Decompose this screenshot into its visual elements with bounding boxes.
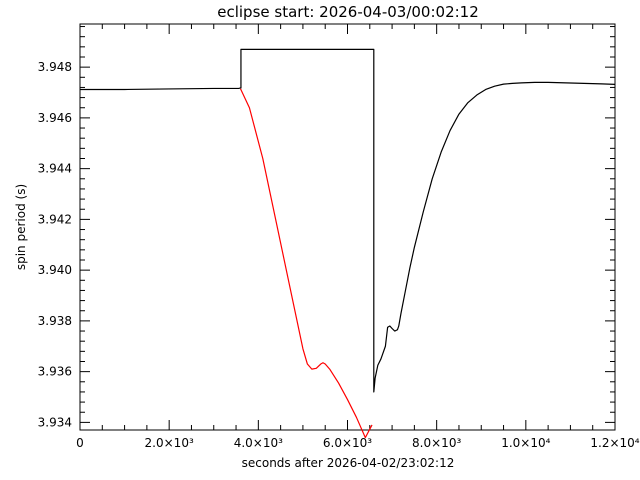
series-lines <box>80 48 616 439</box>
x-tick-label: 6.0×10³ <box>323 436 372 450</box>
x-tick-label: 1.0×10⁴ <box>501 436 550 450</box>
y-tick-label: 3.942 <box>38 212 72 226</box>
y-axis-label: spin period (s) <box>14 184 28 270</box>
y-tick-label: 3.940 <box>38 263 72 277</box>
x-tick-label: 0 <box>76 436 84 450</box>
axis-ticks: 0 2.0×10³ 4.0×10³ 6.0×10³ 8.0×10³ 1.0×10⁴ 1.2×… <box>38 24 640 450</box>
x-tick-label: 2.0×10³ <box>145 436 194 450</box>
chart-title: eclipse start: 2026-04-03/00:02:12 <box>217 3 479 21</box>
x-tick-label: 8.0×10³ <box>412 436 461 450</box>
x-axis-label: seconds after 2026-04-02/23:02:12 <box>242 456 455 470</box>
y-tick-label: 3.944 <box>38 162 72 176</box>
series-line-0 <box>80 48 616 393</box>
x-tick-label: 1.2×10⁴ <box>590 436 639 450</box>
series-line-1 <box>239 88 373 439</box>
y-tick-label: 3.946 <box>38 111 72 125</box>
x-tick-label: 4.0×10³ <box>234 436 283 450</box>
y-tick-label: 3.936 <box>38 365 72 379</box>
y-tick-label: 3.948 <box>38 60 72 74</box>
plot-frame <box>79 23 616 431</box>
y-tick-label: 3.938 <box>38 314 72 328</box>
y-tick-label: 3.934 <box>38 415 72 429</box>
